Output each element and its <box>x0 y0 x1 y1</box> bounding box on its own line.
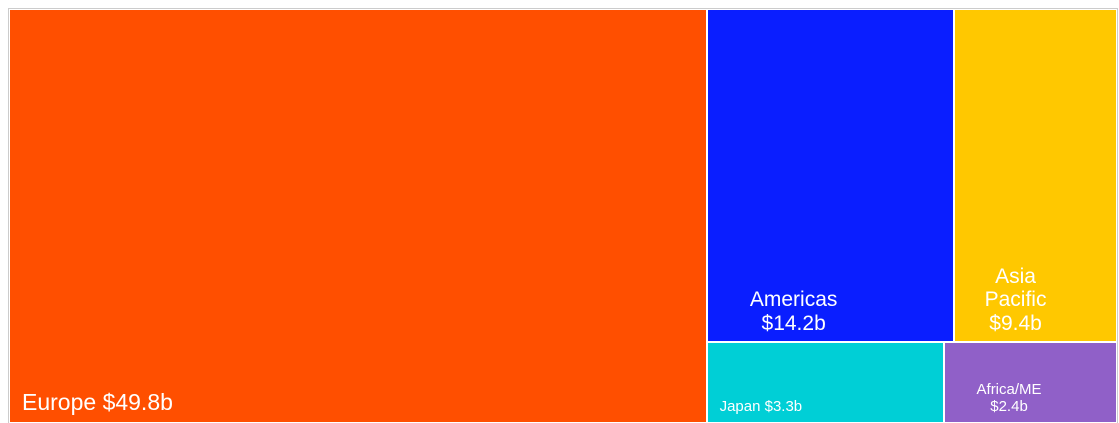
tile-name: Americas <box>749 288 838 312</box>
tile-value: $9.4b <box>989 311 1042 335</box>
tile-value: $49.8b <box>102 389 173 416</box>
tile-value: $2.4b <box>990 398 1028 416</box>
tile-label: Americas $14.2b <box>720 288 868 335</box>
tile-name: Africa/ME <box>976 381 1042 399</box>
tile-label: Japan $3.3b <box>719 398 803 416</box>
tile-name: Asia Pacific <box>984 264 1047 312</box>
tile-label: Africa/ME $2.4b <box>957 381 1061 416</box>
tile-label: Asia Pacific $9.4b <box>967 265 1065 336</box>
tile: Americas $14.2b <box>706 9 954 343</box>
frame <box>8 8 1118 423</box>
tile-name: Japan <box>719 398 761 416</box>
tile: Africa/ME $2.4b <box>944 342 1117 423</box>
tile-value: $14.2b <box>761 311 826 335</box>
tile-label: Europe $49.8b <box>22 389 173 416</box>
tile-name: Europe <box>22 389 97 416</box>
tile-value: $3.3b <box>764 398 803 416</box>
tile: Asia Pacific $9.4b <box>953 9 1117 343</box>
tile: Europe $49.8b <box>9 9 707 423</box>
tile: Japan $3.3b <box>706 342 945 423</box>
